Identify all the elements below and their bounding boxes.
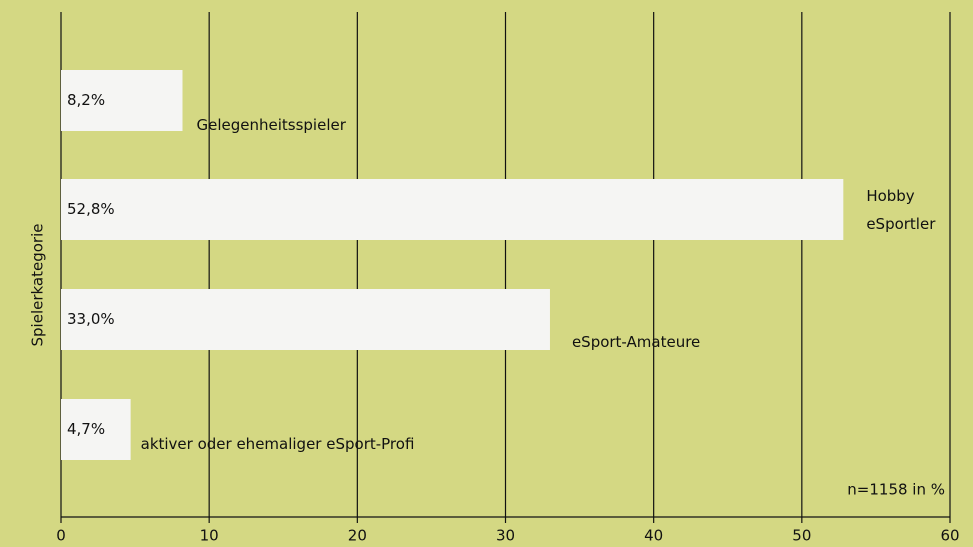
bar xyxy=(61,289,550,350)
x-tick-label: 60 xyxy=(940,527,959,545)
x-tick-label: 0 xyxy=(56,527,66,545)
value-label: 52,8% xyxy=(67,200,115,218)
value-label: 33,0% xyxy=(67,310,115,328)
category-label: aktiver oder ehemaliger eSport-Profi xyxy=(140,434,415,453)
value-label: 4,7% xyxy=(67,420,105,438)
y-axis-label: Spielerkategorie xyxy=(29,224,47,347)
bar xyxy=(61,70,183,131)
bar xyxy=(61,399,131,460)
annotation: n=1158 in % xyxy=(847,481,945,499)
x-tick-label: 10 xyxy=(200,527,219,545)
x-tick-label: 30 xyxy=(496,527,515,545)
value-label: 8,2% xyxy=(67,91,105,109)
x-tick-label: 50 xyxy=(792,527,811,545)
category-label: eSport-Amateure xyxy=(571,332,701,351)
bar xyxy=(61,179,844,240)
x-tick-label: 20 xyxy=(348,527,367,545)
category-label: Hobby eSportler xyxy=(866,186,936,233)
x-tick-label: 40 xyxy=(644,527,663,545)
category-label: Gelegenheitsspieler xyxy=(196,115,346,134)
